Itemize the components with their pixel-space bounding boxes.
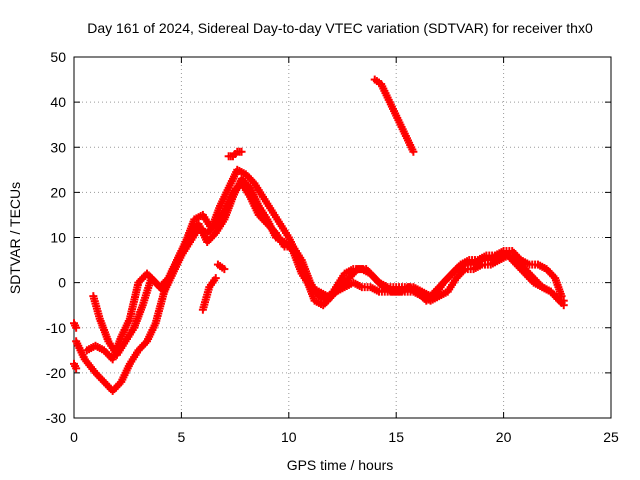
data-point <box>237 147 246 156</box>
y-axis-label: SDTVAR / TECUs <box>7 182 23 294</box>
y-tick-label: -30 <box>46 410 66 426</box>
x-tick-label: 25 <box>603 429 619 445</box>
y-tick-label: 0 <box>58 275 66 291</box>
y-tick-label: 50 <box>50 49 66 65</box>
data-point <box>220 265 229 274</box>
y-tick-label: -20 <box>46 365 66 381</box>
chart-title: Day 161 of 2024, Sidereal Day-to-day VTE… <box>87 20 593 36</box>
data-point <box>409 147 418 156</box>
data-point <box>72 364 81 373</box>
y-tick-label: 30 <box>50 139 66 155</box>
data-points <box>70 75 568 395</box>
x-tick-label: 10 <box>281 429 297 445</box>
data-point <box>72 323 81 332</box>
x-tick-label: 0 <box>70 429 78 445</box>
x-tick-label: 15 <box>388 429 404 445</box>
grid-lines <box>74 57 611 418</box>
x-axis-label: GPS time / hours <box>287 457 394 473</box>
data-point <box>211 274 220 283</box>
y-tick-label: 40 <box>50 94 66 110</box>
data-point <box>557 292 566 301</box>
data-point <box>559 296 568 305</box>
x-tick-label: 5 <box>178 429 186 445</box>
axis-ticks: 0 5 10 15 20 25 -30 -20 -10 0 10 20 30 40 50 <box>46 49 619 445</box>
y-tick-label: -10 <box>46 320 66 336</box>
y-tick-label: 10 <box>50 230 66 246</box>
x-tick-label: 20 <box>496 429 512 445</box>
y-tick-label: 20 <box>50 184 66 200</box>
